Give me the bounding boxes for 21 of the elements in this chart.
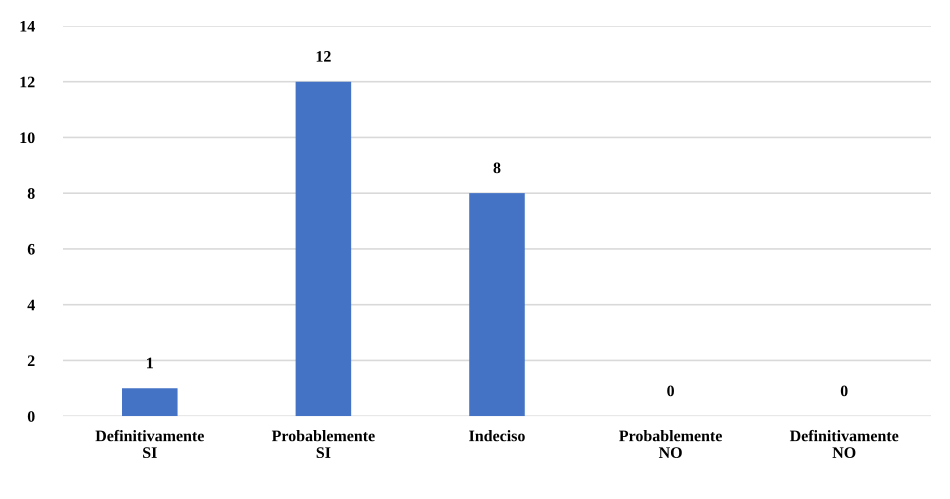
y-tick-label: 6: [28, 244, 35, 255]
y-tick-label: 14: [20, 20, 35, 32]
x-tick-label: Definitivamente SI: [96, 430, 204, 458]
data-label: 1: [147, 358, 153, 368]
bar: [122, 388, 178, 416]
data-label: 8: [494, 162, 500, 174]
y-tick-label: 0: [28, 411, 35, 422]
bar: [469, 193, 525, 416]
x-tick-label: Probablemente NO: [619, 430, 722, 458]
data-label: 12: [316, 51, 331, 62]
data-label: 0: [667, 385, 674, 396]
y-tick-label: 8: [28, 188, 35, 199]
x-tick-label: Definitivamente NO: [790, 430, 898, 458]
y-tick-label: 2: [28, 355, 35, 366]
data-label: 0: [840, 385, 848, 396]
y-tick-label: 10: [20, 132, 35, 144]
bar: [296, 82, 352, 416]
y-tick-label: 12: [20, 76, 35, 88]
x-tick-label: Probablemente SI: [272, 430, 375, 458]
y-tick-label: 4: [27, 300, 35, 310]
x-tick-label: Indeciso: [469, 430, 525, 442]
